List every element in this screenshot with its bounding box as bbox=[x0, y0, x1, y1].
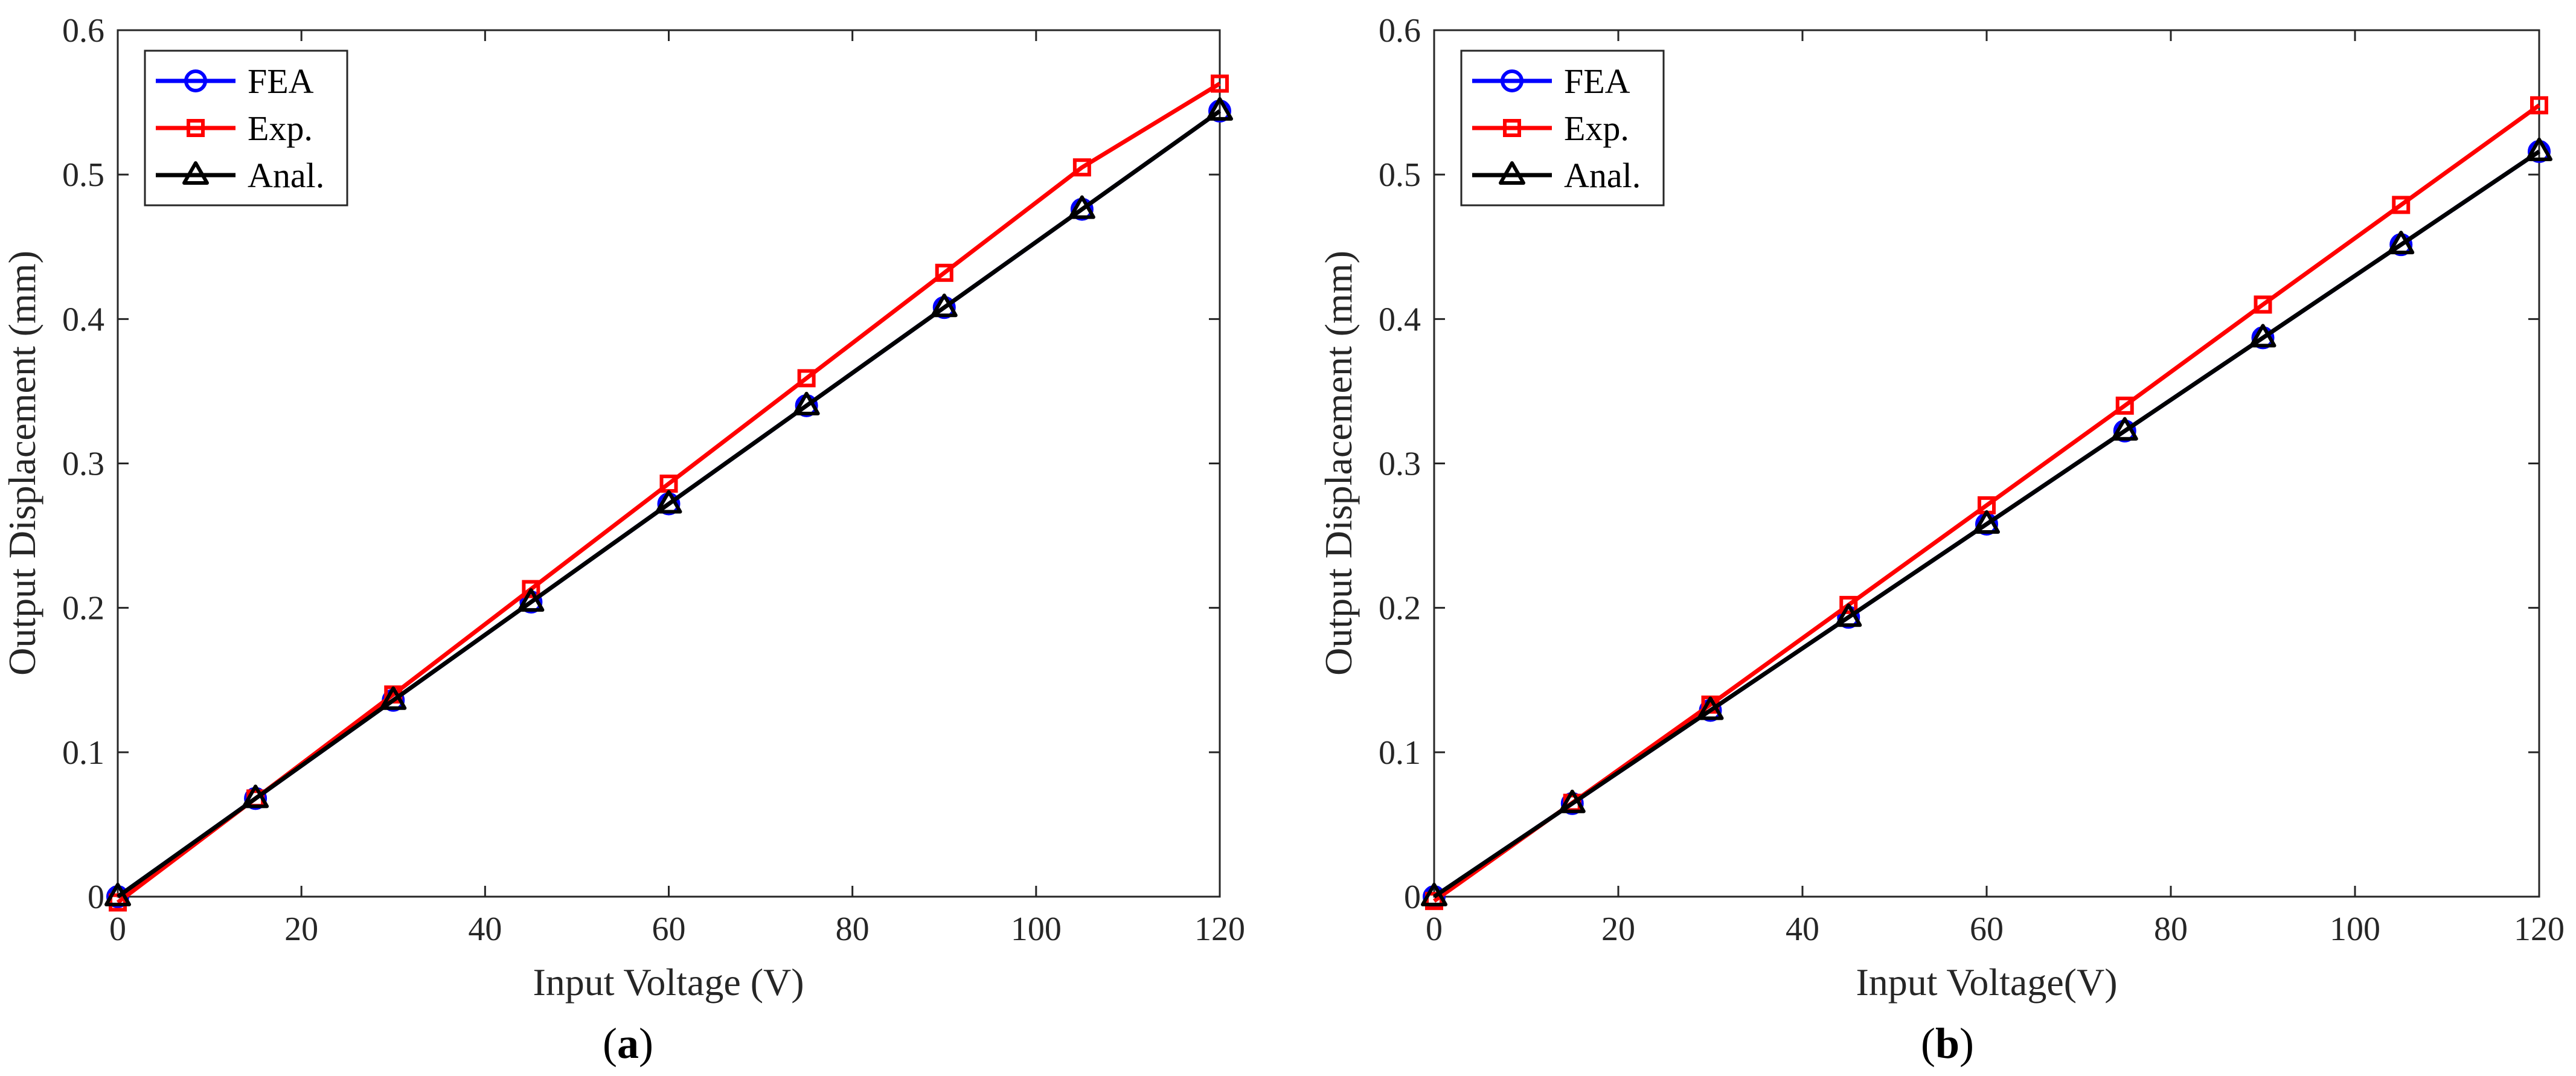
legend-swatch-marker-fea-a bbox=[184, 69, 207, 92]
data-point-exp-a bbox=[797, 369, 816, 388]
data-point-anal-a bbox=[655, 490, 682, 514]
data-point-exp-a bbox=[935, 263, 953, 282]
data-point-anal-b bbox=[2249, 324, 2276, 348]
legend-swatch-marker-fea-b bbox=[1501, 69, 1523, 92]
x-tick-label-b: 120 bbox=[2514, 911, 2565, 948]
x-tick-label-b: 60 bbox=[1970, 911, 2004, 948]
legend-swatch-marker-exp-a bbox=[187, 119, 205, 137]
legend-a: FEA Exp. Anal. bbox=[144, 50, 348, 207]
legend-label-anal-b: Anal. bbox=[1564, 156, 1641, 195]
y-tick-label-b: 0.5 bbox=[1379, 156, 1421, 194]
data-point-exp-b bbox=[2115, 396, 2134, 415]
data-point-anal-b bbox=[1559, 789, 1586, 813]
y-tick-label-a: 0 bbox=[88, 879, 104, 916]
data-point-exp-a bbox=[1211, 74, 1229, 93]
panel-letter-b: b bbox=[1935, 1019, 1959, 1068]
data-point-anal-b bbox=[2111, 417, 2138, 441]
panel-label-b: (b) bbox=[1921, 1019, 1974, 1068]
data-point-anal-b bbox=[1697, 696, 1724, 720]
data-point-exp-b bbox=[2530, 96, 2548, 115]
legend-label-anal-a: Anal. bbox=[248, 156, 324, 195]
data-point-anal-a bbox=[380, 686, 407, 710]
series-anal-b bbox=[1421, 137, 2552, 906]
y-tick-label-a: 0.5 bbox=[62, 156, 104, 194]
legend-label-exp-a: Exp. bbox=[248, 109, 313, 148]
series-line-anal-b bbox=[1433, 149, 2540, 898]
y-axis-title-b: Output Displacement (mm) bbox=[1317, 251, 1360, 676]
x-tick-label-b: 20 bbox=[1601, 911, 1635, 948]
data-point-anal-a bbox=[793, 391, 820, 415]
y-tick-label-a: 0.2 bbox=[62, 590, 104, 627]
legend-swatch-marker-exp-b bbox=[1503, 119, 1521, 137]
data-point-exp-b bbox=[1839, 595, 1858, 614]
x-tick-label-a: 120 bbox=[1194, 911, 1245, 948]
data-point-exp-b bbox=[1425, 892, 1443, 911]
data-point-anal-a bbox=[1068, 195, 1095, 219]
data-point-anal-b bbox=[2388, 231, 2415, 255]
y-tick-label-b: 0.3 bbox=[1379, 446, 1421, 483]
x-tick-label-a: 60 bbox=[652, 911, 686, 948]
y-tick-label-b: 0 bbox=[1404, 879, 1421, 916]
data-point-exp-a bbox=[522, 580, 540, 598]
legend-b: FEA Exp. Anal. bbox=[1460, 50, 1665, 207]
chart-panel-b: 0 20 40 60 80 100 120 0 0.1 0.2 0.3 0.4 0.5 0.6 FEA Ex… bbox=[1317, 12, 2565, 1068]
x-tick-label-b: 100 bbox=[2330, 911, 2380, 948]
data-point-anal-a bbox=[104, 883, 131, 906]
data-point-anal-a bbox=[242, 784, 269, 809]
data-point-exp-a bbox=[1072, 158, 1091, 177]
panel-label-a: (a) bbox=[603, 1019, 653, 1068]
chart-panel-a: 0 20 40 60 80 100 120 0 0.1 0.2 0.3 0.4 0.5 0.6 FEA Ex… bbox=[1, 12, 1245, 1068]
data-point-anal-b bbox=[1973, 510, 2000, 534]
data-point-anal-b bbox=[2526, 137, 2552, 161]
x-tick-label-a: 20 bbox=[284, 911, 318, 948]
y-tick-label-b: 0.4 bbox=[1379, 301, 1421, 338]
data-point-anal-a bbox=[517, 588, 545, 612]
series-anal-a bbox=[104, 97, 1233, 906]
x-tick-label-b: 0 bbox=[1426, 911, 1443, 948]
data-point-exp-b bbox=[2392, 196, 2411, 214]
series-line-anal-a bbox=[116, 109, 1222, 898]
y-axis-title-a: Output Displacement (mm) bbox=[1, 251, 43, 676]
y-tick-label-b: 0.2 bbox=[1379, 590, 1421, 627]
x-axis-title-b: Input Voltage(V) bbox=[1856, 961, 2117, 1004]
x-tick-label-a: 40 bbox=[468, 911, 502, 948]
x-axis-title-a: Input Voltage (V) bbox=[533, 961, 804, 1004]
data-point-anal-b bbox=[1421, 883, 1447, 906]
series-layer-b bbox=[1421, 96, 2552, 911]
y-tick-label-b: 0.6 bbox=[1379, 12, 1421, 50]
series-layer-a bbox=[104, 74, 1233, 912]
y-tick-label-b: 0.1 bbox=[1379, 734, 1421, 772]
legend-swatch-marker-anal-a bbox=[182, 161, 209, 185]
y-tick-label-a: 0.6 bbox=[62, 12, 104, 50]
x-tick-label-b: 40 bbox=[1786, 911, 1819, 948]
data-point-anal-a bbox=[1206, 97, 1233, 121]
legend-label-fea-a: FEA bbox=[248, 62, 314, 101]
data-point-anal-b bbox=[1835, 603, 1862, 627]
data-point-anal-a bbox=[931, 293, 958, 318]
y-tick-label-a: 0.4 bbox=[62, 301, 104, 338]
x-tick-label-a: 100 bbox=[1011, 911, 1062, 948]
x-tick-label-a: 0 bbox=[109, 911, 126, 948]
y-tick-label-a: 0.1 bbox=[62, 734, 104, 772]
x-tick-label-a: 80 bbox=[836, 911, 870, 948]
data-point-exp-b bbox=[2254, 295, 2272, 314]
axes-a: 0 20 40 60 80 100 120 0 0.1 0.2 0.3 0.4 0.5 0.6 bbox=[62, 12, 1245, 948]
legend-label-fea-b: FEA bbox=[1564, 62, 1630, 101]
x-tick-label-b: 80 bbox=[2154, 911, 2188, 948]
legend-swatch-marker-anal-b bbox=[1499, 161, 1525, 185]
axes-b: 0 20 40 60 80 100 120 0 0.1 0.2 0.3 0.4 0.5 0.6 bbox=[1379, 12, 2565, 948]
panel-letter-a: a bbox=[617, 1019, 639, 1068]
y-tick-label-a: 0.3 bbox=[62, 446, 104, 483]
legend-label-exp-b: Exp. bbox=[1564, 109, 1629, 148]
